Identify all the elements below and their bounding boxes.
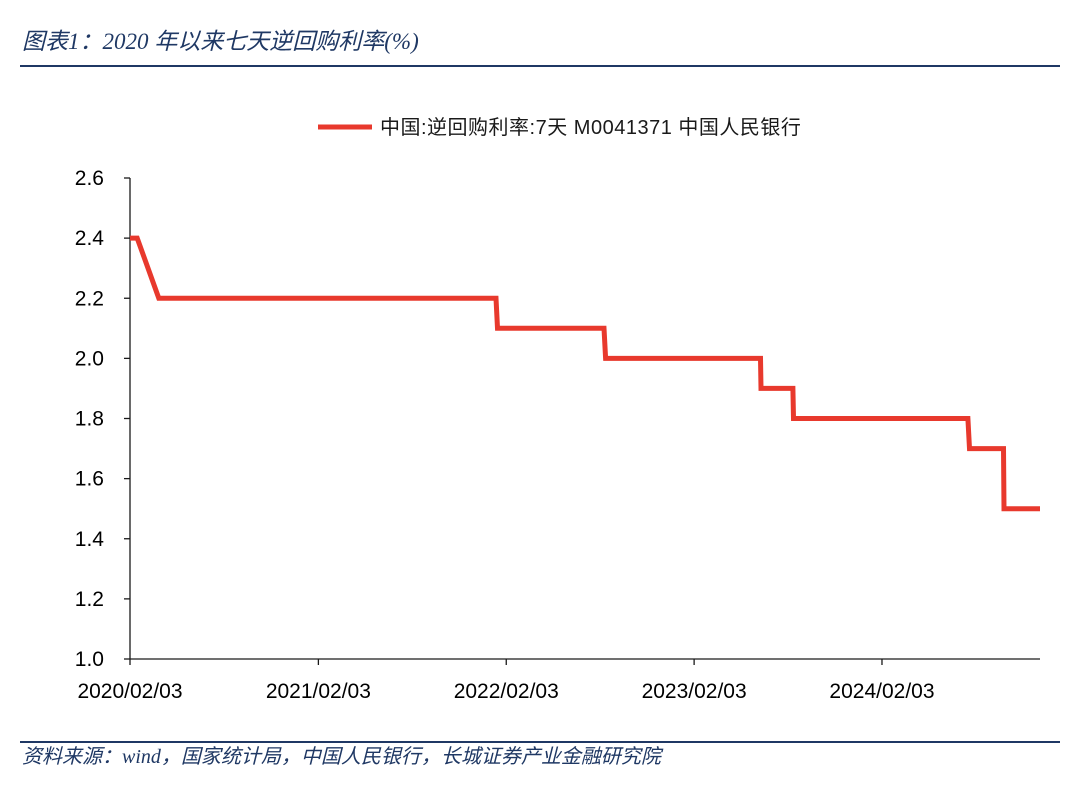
- x-tick-label: 2024/02/03: [829, 680, 934, 703]
- legend: 中国:逆回购利率:7天 M0041371 中国人民银行: [318, 116, 801, 139]
- legend-label: 中国:逆回购利率:7天 M0041371 中国人民银行: [380, 116, 801, 139]
- source-note: 资料来源：wind，国家统计局，中国人民银行，长城证券产业金融研究院: [22, 746, 661, 768]
- x-tick-label: 2021/02/03: [266, 680, 371, 703]
- source-divider: [20, 741, 1060, 743]
- y-tick-label: 1.6: [75, 468, 104, 491]
- y-tick-label: 2.4: [75, 227, 105, 250]
- x-tick-label: 2023/02/03: [642, 680, 747, 703]
- y-tick-label: 2.0: [75, 347, 104, 370]
- caption-divider: [20, 65, 1060, 67]
- x-tick-label: 2022/02/03: [454, 680, 559, 703]
- x-tick-label: 2020/02/03: [77, 680, 182, 703]
- y-tick-label: 1.2: [75, 588, 104, 611]
- y-tick-label: 1.8: [75, 408, 104, 431]
- figure-caption: 图表1：2020 年以来七天逆回购利率(%): [22, 29, 419, 54]
- y-tick-label: 1.0: [75, 648, 104, 671]
- y-tick-label: 1.4: [75, 528, 105, 551]
- y-tick-label: 2.6: [75, 167, 104, 190]
- series-line-7day-reverse-repo: [130, 235, 1040, 512]
- y-tick-label: 2.2: [75, 287, 104, 310]
